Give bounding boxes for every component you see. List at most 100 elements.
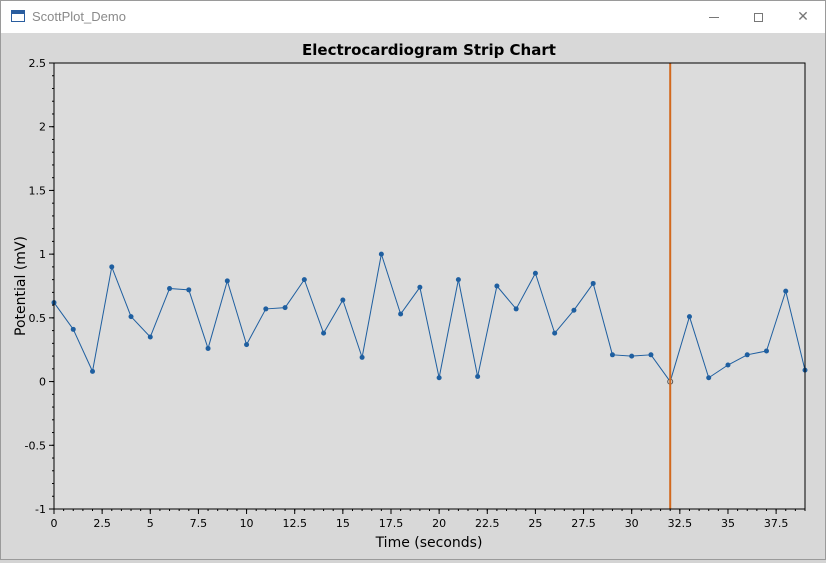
y-tick-label: 2.5 <box>29 57 47 70</box>
series-line-segment <box>669 316 690 382</box>
series-line-segment <box>515 273 536 310</box>
data-point <box>282 305 288 311</box>
data-point <box>475 373 481 379</box>
data-point <box>725 362 731 368</box>
y-tick-label: -0.5 <box>25 439 46 452</box>
series-line-segment <box>496 285 517 310</box>
series-line-segment <box>650 354 671 382</box>
series-line-segment <box>573 283 594 311</box>
y-tick-label: 0.5 <box>29 312 47 325</box>
y-tick-label: 1.5 <box>29 184 47 197</box>
series-line-segment <box>265 307 286 310</box>
data-point <box>90 368 96 374</box>
maximize-icon <box>753 12 763 22</box>
series-line-segment <box>72 329 93 372</box>
series-line-segment <box>207 280 228 349</box>
series-line-segment <box>554 309 575 334</box>
x-tick-label: 17.5 <box>379 517 404 530</box>
close-button[interactable]: ✕ <box>780 1 826 33</box>
data-point <box>186 287 192 293</box>
data-point <box>244 342 250 348</box>
x-tick-label: 12.5 <box>282 517 307 530</box>
x-tick-label: 30 <box>625 517 639 530</box>
series-line-segment <box>534 273 556 334</box>
series-line-segment <box>246 308 267 345</box>
data-point <box>706 375 712 381</box>
data-point <box>147 334 153 340</box>
x-tick-label: 25 <box>528 517 542 530</box>
close-icon: ✕ <box>797 9 809 25</box>
series-line-segment <box>708 364 729 379</box>
series-line-segment <box>612 354 632 357</box>
series-line-segment <box>419 287 440 378</box>
series-line-segment <box>92 266 113 372</box>
app-window-icon <box>11 10 25 22</box>
series-line-segment <box>380 253 402 315</box>
y-tick-label: 1 <box>39 248 46 261</box>
x-tick-label: 10 <box>240 517 254 530</box>
x-tick-label: 35 <box>721 517 735 530</box>
data-point <box>783 288 789 294</box>
data-point <box>417 284 423 290</box>
y-tick-label: -1 <box>35 503 46 516</box>
x-tick-label: 22.5 <box>475 517 500 530</box>
series-line-segment <box>342 299 363 358</box>
series-line-segment <box>785 290 806 371</box>
data-point <box>552 330 558 336</box>
series-line-segment <box>323 299 344 334</box>
series-line-segment <box>766 290 787 352</box>
x-tick-label: 32.5 <box>668 517 693 530</box>
maximize-button[interactable] <box>735 1 781 33</box>
data-point <box>648 352 654 358</box>
x-axis-label: Time (seconds) <box>375 535 483 551</box>
data-point <box>763 348 769 354</box>
series-line-segment <box>592 283 613 355</box>
series-line-segment <box>130 316 151 338</box>
y-tick-label: 0 <box>39 376 46 389</box>
data-point <box>436 375 442 381</box>
minimize-icon <box>709 16 719 18</box>
series-line-segment <box>400 286 421 315</box>
title-bar[interactable]: ScottPlot_Demo ✕ <box>1 1 825 33</box>
data-point <box>205 345 211 351</box>
series-line-segment <box>284 279 305 308</box>
series-line-segment <box>457 279 479 377</box>
series-line-segment <box>111 266 132 317</box>
x-tick-label: 2.5 <box>93 517 111 530</box>
series-line-segment <box>169 288 189 291</box>
series-line-segment <box>747 350 767 356</box>
x-tick-label: 37.5 <box>764 517 789 530</box>
series-line-segment <box>361 254 382 358</box>
x-tick-label: 5 <box>147 517 154 530</box>
data-point <box>609 352 615 358</box>
data-point <box>513 306 519 312</box>
series-line-segment <box>303 279 325 334</box>
data-point <box>301 277 307 283</box>
minimize-button[interactable] <box>691 1 737 33</box>
window-title: ScottPlot_Demo <box>32 9 126 24</box>
series-line-segment <box>631 354 651 357</box>
chart-title: Electrocardiogram Strip Chart <box>302 41 556 59</box>
data-point <box>686 314 692 320</box>
data-point <box>590 280 596 286</box>
series-line-segment <box>53 302 74 330</box>
data-point <box>224 278 230 284</box>
data-point <box>359 354 365 360</box>
y-tick-label: 2 <box>39 121 46 134</box>
x-tick-label: 7.5 <box>190 517 208 530</box>
data-point <box>340 297 346 303</box>
data-point <box>532 270 538 276</box>
data-point <box>571 307 577 313</box>
data-point <box>378 251 384 257</box>
data-point <box>167 286 173 292</box>
ecg-chart[interactable]: -1-0.500.511.522.5 0 2.5 5 7.5 10 12.5 15 17.5 2… <box>1 33 825 559</box>
data-point <box>629 353 635 359</box>
series-line-segment <box>688 316 710 378</box>
data-point <box>70 326 76 332</box>
series-line-segment <box>438 279 459 378</box>
series-line-segment <box>477 285 498 377</box>
y-axis-label: Potential (mV) <box>13 236 29 336</box>
data-point <box>109 264 115 270</box>
plot-control[interactable]: -1 -0.5 0 0.5 1 1.5 2 2.5 0 2.5 5 7.5 10 12.5 15 17.5 2… <box>1 33 825 559</box>
data-point <box>128 314 134 320</box>
